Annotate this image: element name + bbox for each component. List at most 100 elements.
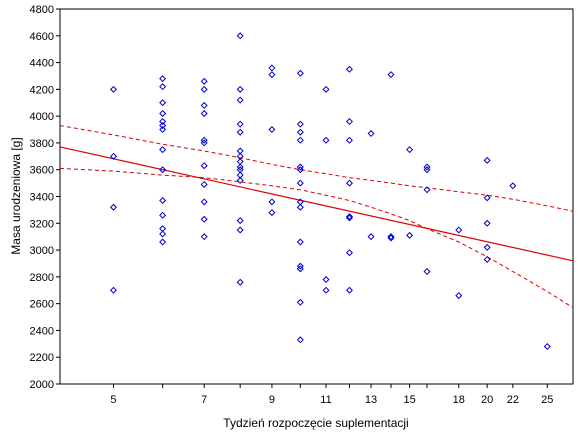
data-point [200, 136, 208, 144]
data-point [159, 109, 167, 117]
data-point [200, 101, 208, 109]
y-tick-label: 2000 [30, 379, 54, 391]
data-point [345, 136, 353, 144]
data-point [296, 136, 304, 144]
data-point [200, 198, 208, 206]
data-point [296, 163, 304, 171]
data-point [159, 99, 167, 107]
y-tick-label: 3800 [30, 138, 54, 150]
y-tick-label: 4200 [30, 84, 54, 96]
data-point [296, 166, 304, 174]
data-point [296, 238, 304, 246]
y-axis: 2000 2200 2400 2600 2800 3000 3200 3400 3600 3800… [30, 4, 60, 391]
data-point [423, 267, 431, 276]
data-point [423, 166, 431, 174]
data-point [322, 85, 330, 93]
data-point [387, 71, 395, 79]
y-tick-label: 4400 [30, 58, 54, 70]
data-point [406, 231, 414, 239]
data-point [236, 96, 244, 104]
data-point [423, 186, 431, 194]
y-axis-label: Masa urodzeniowa [g] [9, 137, 23, 254]
x-tick-label: 9 [269, 394, 275, 406]
data-point [236, 278, 244, 286]
data-point [296, 120, 304, 128]
x-axis-label: Tydzień rozpoczęcie suplementacji [223, 416, 408, 430]
data-point [483, 255, 491, 263]
data-point [423, 163, 431, 171]
data-point [159, 230, 167, 238]
y-tick-label: 3600 [30, 165, 54, 177]
data-point [200, 180, 208, 188]
data-point [322, 286, 330, 294]
data-point [322, 276, 330, 284]
data-point [387, 233, 395, 241]
data-point [200, 162, 208, 170]
y-tick-label: 2600 [30, 299, 54, 311]
data-point [159, 117, 167, 126]
data-point [268, 209, 276, 217]
y-tick-label: 4000 [30, 111, 54, 123]
data-point [296, 298, 304, 306]
fit-line [59, 146, 574, 262]
data-point [109, 85, 117, 93]
data-point [296, 265, 304, 273]
data-point [159, 126, 167, 134]
y-tick-label: 4600 [30, 31, 54, 43]
y-tick-label: 2200 [30, 352, 54, 364]
x-tick-label: 20 [481, 394, 493, 406]
data-point [296, 336, 304, 344]
data-point [367, 233, 375, 241]
data-point [455, 226, 463, 234]
data-point [236, 163, 244, 171]
data-point [159, 211, 167, 219]
data-point [236, 176, 244, 184]
x-axis: 5 7 9 11 13 15 18 20 22 25 [110, 384, 553, 406]
data-point [345, 117, 353, 126]
data-point [367, 130, 375, 138]
data-point [483, 194, 491, 202]
data-point [236, 226, 244, 234]
confidence-band [59, 125, 574, 309]
y-tick-label: 3400 [30, 192, 54, 204]
data-point [345, 213, 353, 221]
data-point [236, 32, 244, 40]
data-point [483, 243, 491, 251]
x-tick-label: 11 [320, 394, 331, 406]
data-point [200, 109, 208, 117]
data-point [268, 64, 276, 72]
ci-lower-line [59, 167, 574, 309]
data-point [236, 217, 244, 225]
data-point [159, 122, 167, 130]
y-tick-label: 2400 [30, 325, 54, 337]
data-point [296, 203, 304, 211]
data-point [543, 342, 551, 351]
x-tick-label: 7 [201, 394, 207, 406]
data-point [296, 179, 304, 187]
ci-upper-line [59, 125, 574, 212]
data-point [159, 166, 167, 174]
data-point [268, 126, 276, 134]
x-tick-label: 25 [541, 394, 553, 406]
data-point [159, 197, 167, 205]
data-point [509, 182, 517, 190]
data-point [387, 234, 395, 242]
regression-line [59, 146, 574, 262]
data-point [296, 262, 304, 270]
data-point [200, 139, 208, 147]
data-point [345, 249, 353, 257]
data-point [200, 85, 208, 93]
plot-area [59, 8, 574, 385]
data-point [296, 128, 304, 136]
data-point [109, 152, 117, 160]
data-point [200, 215, 208, 223]
y-tick-label: 2800 [30, 272, 54, 284]
data-point [345, 214, 353, 222]
data-point [200, 233, 208, 241]
x-tick-label: 15 [403, 394, 415, 406]
data-point [455, 292, 463, 300]
data-point [200, 77, 208, 85]
data-point [159, 75, 167, 83]
data-point [159, 83, 167, 91]
